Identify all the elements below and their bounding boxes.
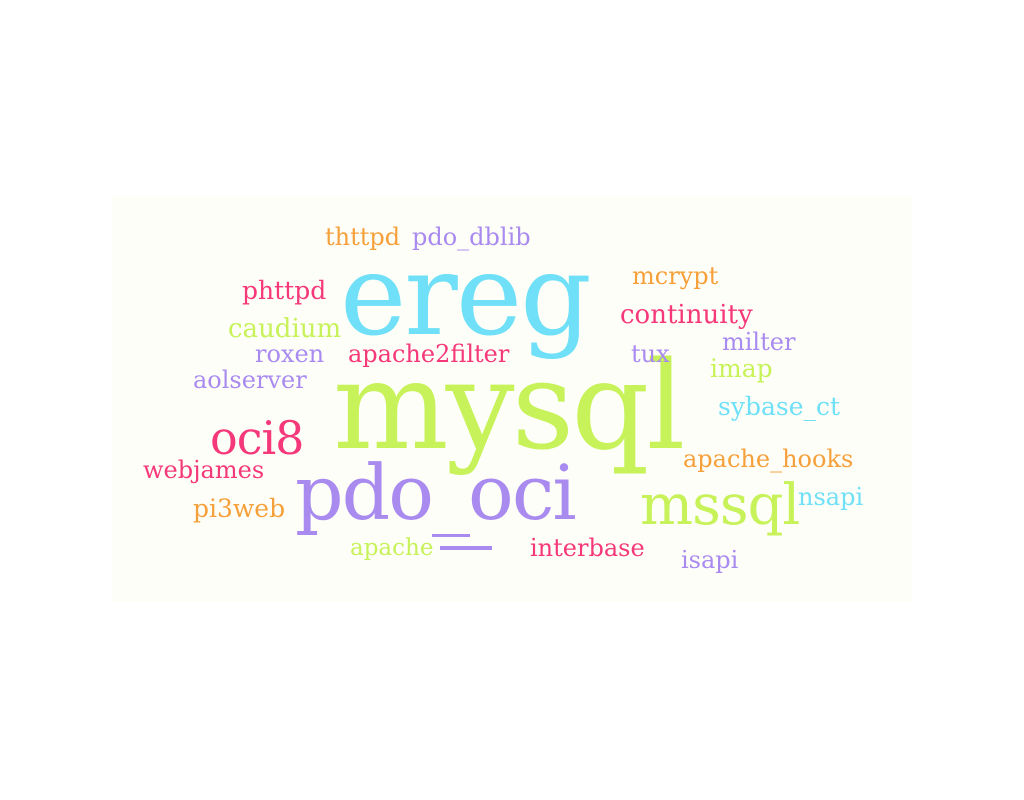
word-isapi: isapi bbox=[681, 548, 738, 572]
word-phttpd: phttpd bbox=[242, 278, 326, 303]
word-nsapi: nsapi bbox=[798, 485, 863, 509]
word-mcrypt: mcrypt bbox=[632, 264, 718, 288]
word-roxen: roxen bbox=[255, 342, 324, 366]
word-sybase-ct: sybase_ct bbox=[718, 394, 840, 419]
word-pi3web: pi3web bbox=[193, 496, 285, 521]
word-apache: apache bbox=[350, 537, 433, 560]
word-interbase: interbase bbox=[530, 536, 645, 560]
word-caudium: caudium bbox=[228, 316, 341, 342]
underscore-mark bbox=[440, 546, 492, 550]
word-mssql: mssql bbox=[640, 478, 799, 534]
word-milter: milter bbox=[722, 330, 795, 354]
word-tux: tux bbox=[631, 342, 670, 366]
word-thttpd: thttpd bbox=[325, 225, 400, 249]
word-webjames: webjames bbox=[143, 458, 264, 482]
word-imap: imap bbox=[710, 356, 773, 381]
word-continuity: continuity bbox=[620, 302, 753, 328]
word-aolserver: aolserver bbox=[193, 368, 307, 392]
word-pdo-oci: pdo_oci bbox=[295, 455, 575, 531]
word-pdo-dblib: pdo_dblib bbox=[412, 225, 531, 249]
word-oci8: oci8 bbox=[210, 415, 303, 461]
word-apache2filter: apache2filter bbox=[348, 342, 509, 366]
word-apache-hooks: apache_hooks bbox=[683, 447, 853, 471]
